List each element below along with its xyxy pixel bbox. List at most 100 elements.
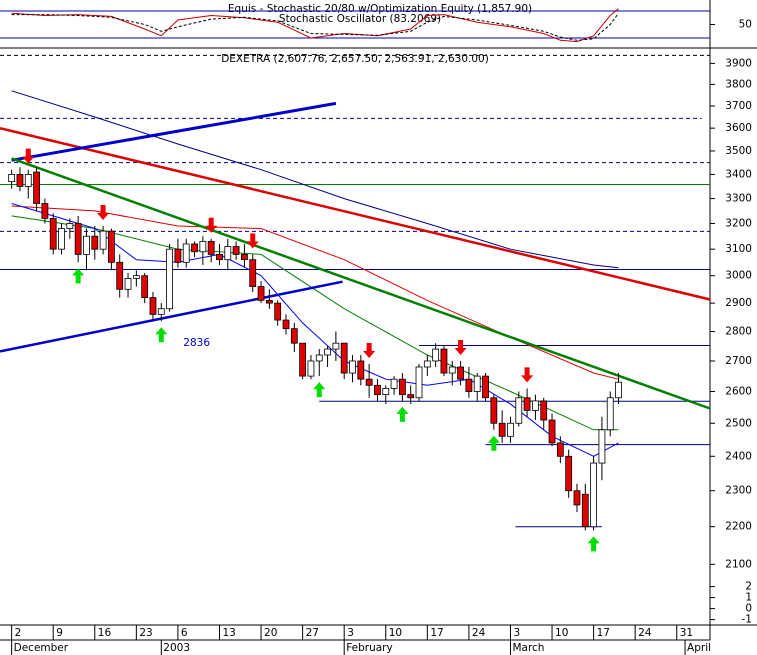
x-tick-label: 17: [430, 627, 443, 639]
y-tick-label: 2900: [725, 297, 752, 309]
candle-body: [556, 442, 564, 457]
month-label: February: [346, 642, 393, 654]
y-tick-label: 2100: [725, 558, 752, 570]
candle-body: [232, 246, 240, 255]
x-tick-label: 27: [306, 627, 319, 639]
candle-body: [182, 243, 190, 263]
buy-signal: [587, 536, 600, 552]
candle-body: [249, 259, 257, 287]
candle-body: [33, 171, 40, 204]
y-tick-label: 3100: [725, 243, 752, 255]
y-tick-label: 2200: [725, 521, 752, 533]
moving-average: [11, 203, 619, 457]
candle-body: [199, 240, 207, 253]
trendline: [11, 157, 711, 410]
candle-body: [299, 342, 307, 377]
sell-signal: [246, 233, 259, 249]
y-tick-label: 2300: [725, 485, 752, 497]
candle-body: [606, 397, 614, 431]
candle-body: [448, 366, 456, 374]
annotation: 2836: [183, 337, 210, 349]
candle-body: [498, 422, 506, 437]
candle-body: [265, 299, 273, 304]
candle-body: [457, 366, 464, 380]
candle-body: [166, 248, 174, 310]
candle-body: [91, 235, 99, 250]
buy-signal: [487, 435, 500, 451]
stochastic-line: [11, 13, 619, 41]
candle-body: [440, 348, 448, 374]
candle-body: [565, 455, 573, 492]
y-tick-label: 3600: [725, 122, 752, 134]
candle-body: [482, 375, 489, 399]
candle-body: [507, 422, 514, 437]
candle-body: [307, 360, 315, 377]
candle-body: [99, 230, 107, 250]
y-tick-label: 3400: [725, 168, 752, 180]
y-tick-label: 3200: [725, 217, 752, 229]
y-tick-label: 50: [739, 19, 752, 31]
buy-signal: [72, 268, 85, 284]
y-tick-label: 3000: [725, 270, 752, 282]
candle-body: [532, 400, 539, 411]
candle-body: [257, 286, 265, 301]
candle-body: [523, 397, 531, 411]
x-tick-label: 20: [264, 627, 277, 639]
trendline: [0, 126, 711, 301]
month-label: April: [687, 642, 711, 654]
candle-body: [374, 384, 381, 396]
price-title: DEXETRA (2,607.76, 2,657.50, 2,563.91, 2…: [221, 53, 489, 65]
trendline: [11, 101, 337, 162]
candle-body: [324, 348, 331, 356]
candle-body: [141, 275, 149, 298]
candle-body: [349, 360, 356, 374]
candle-body: [382, 388, 390, 396]
candle-body: [66, 223, 74, 229]
candle-body: [49, 218, 57, 250]
buy-signal: [313, 382, 326, 398]
candle-body: [16, 174, 24, 187]
candle-body: [124, 278, 132, 290]
candle-body: [365, 378, 373, 386]
candle-body: [108, 230, 115, 263]
x-tick-label: 16: [98, 627, 112, 639]
x-tick-label: 24: [472, 627, 486, 639]
sell-signal: [521, 367, 534, 383]
candle-body: [415, 366, 423, 399]
candle-body: [473, 375, 481, 392]
x-tick-label: 6: [181, 627, 188, 639]
stochastic-title: Equis - Stochastic 20/80 w/Optimization …: [228, 3, 532, 15]
candle-body: [8, 174, 16, 182]
x-tick-label: 17: [597, 627, 610, 639]
candle-body: [83, 235, 90, 255]
sell-signal: [22, 148, 35, 164]
y-tick-label: 2400: [725, 450, 752, 462]
x-tick-label: 31: [680, 627, 693, 639]
y-tick-label: 2500: [725, 417, 752, 429]
candle-body: [432, 348, 440, 362]
candle-body: [573, 490, 581, 506]
moving-average: [11, 90, 619, 269]
y-tick-label: 3900: [725, 57, 752, 69]
month-label: 2003: [163, 642, 190, 654]
y-tick-label: 2700: [725, 355, 752, 367]
candle-body: [490, 397, 498, 424]
month-label: March: [512, 642, 544, 654]
buy-signal: [396, 406, 409, 422]
x-tick-label: 9: [56, 627, 63, 639]
candle-body: [407, 394, 415, 399]
candle-body: [398, 378, 406, 396]
candle-body: [24, 174, 32, 187]
candle-body: [149, 297, 157, 315]
candle-body: [74, 223, 82, 255]
x-tick-label: 2: [15, 627, 22, 639]
candle-body: [41, 203, 49, 219]
candle-body: [216, 254, 223, 261]
y-tick-label: 3700: [725, 100, 752, 112]
candle-body: [157, 308, 165, 315]
candle-body: [241, 254, 248, 261]
sell-signal: [205, 217, 218, 233]
candle-body: [515, 397, 523, 424]
x-tick-label: 23: [139, 627, 152, 639]
